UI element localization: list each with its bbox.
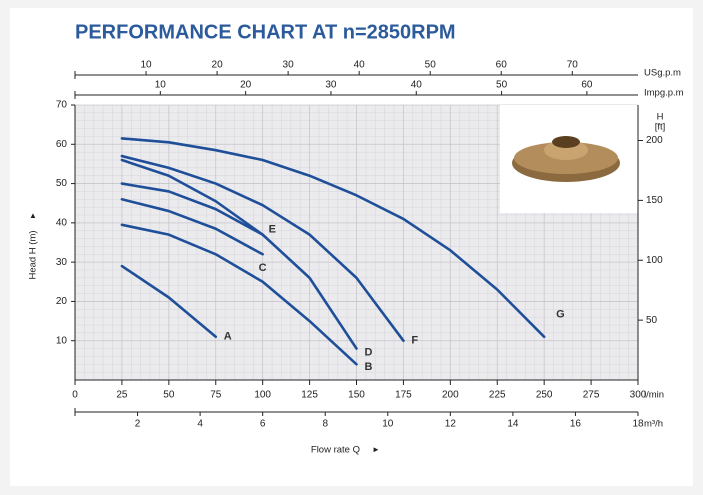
curve xyxy=(120,223,358,366)
extra-axis-tick-label: 40 xyxy=(411,80,423,91)
extra-axis-tick-label: 60 xyxy=(581,80,593,91)
extra-axis-tick-label: 2 xyxy=(135,419,141,430)
x-tick-label: 150 xyxy=(348,390,365,401)
x-tick-label: 225 xyxy=(489,390,506,401)
y-tick-label: 70 xyxy=(56,100,68,111)
extra-axis-unit: Impg.p.m xyxy=(644,88,684,99)
extra-axis-tick-label: 50 xyxy=(425,60,437,71)
extra-axis-tick-label: 20 xyxy=(240,80,252,91)
extra-axis-tick-label: 18 xyxy=(632,419,644,430)
extra-axis-tick-label: 60 xyxy=(496,60,508,71)
extra-axis-tick-label: 4 xyxy=(197,419,203,430)
curve-label: E xyxy=(269,224,276,236)
y2-tick-label: 150 xyxy=(646,195,663,206)
y2-tick-label: 50 xyxy=(646,315,658,326)
curve-label: F xyxy=(411,335,418,347)
x-tick-label: 175 xyxy=(395,390,412,401)
extra-axis-unit: USg.p.m xyxy=(644,68,681,79)
extra-axis-tick-label: 12 xyxy=(445,419,457,430)
y2-unit: [ft] xyxy=(655,122,666,133)
extra-axis-tick-label: 8 xyxy=(322,419,328,430)
y2-label: H xyxy=(657,112,664,123)
extra-axis-tick-label: 16 xyxy=(570,419,582,430)
y-tick-label: 40 xyxy=(56,217,68,228)
curve xyxy=(120,158,264,236)
impeller-photo xyxy=(500,105,638,213)
impeller-eye xyxy=(552,136,580,148)
x-unit: l/min xyxy=(644,390,664,401)
x-tick-label: 25 xyxy=(116,390,128,401)
extra-axis-tick-label: 50 xyxy=(496,80,508,91)
grid xyxy=(74,104,639,381)
chart-title: PERFORMANCE CHART AT n=2850RPM xyxy=(75,21,456,43)
extra-axis-tick-label: 30 xyxy=(283,60,295,71)
extra-axis-tick-label: 70 xyxy=(567,60,579,71)
x-tick-label: 300 xyxy=(630,390,647,401)
extra-axis-tick-label: 10 xyxy=(382,419,394,430)
y-tick-label: 60 xyxy=(56,139,68,150)
extra-axis-unit: m³/h xyxy=(644,419,663,430)
curve xyxy=(120,264,218,339)
extra-axis-tick-label: 40 xyxy=(354,60,366,71)
y-axis-label: Head H (m) xyxy=(28,230,39,279)
x-tick-label: 250 xyxy=(536,390,553,401)
x-tick-label: 75 xyxy=(210,390,222,401)
x-tick-label: 125 xyxy=(301,390,318,401)
extra-axis-tick-label: 10 xyxy=(155,80,167,91)
y-tick-label: 10 xyxy=(56,335,68,346)
curve xyxy=(120,154,405,343)
y-tick-label: 20 xyxy=(56,296,68,307)
y-arrow: ▲ xyxy=(29,211,37,220)
curve-label: A xyxy=(224,331,232,343)
y-tick-label: 50 xyxy=(56,178,68,189)
y2-tick-label: 100 xyxy=(646,255,663,266)
extra-axis-tick-label: 30 xyxy=(325,80,337,91)
curve-label: B xyxy=(365,361,373,373)
extra-axis-tick-label: 6 xyxy=(260,419,266,430)
x-axis-label: Flow rate Q xyxy=(311,445,360,456)
x-tick-label: 0 xyxy=(72,390,78,401)
extra-axis-tick-label: 10 xyxy=(140,60,152,71)
curve-label: D xyxy=(365,346,373,358)
x-arrow: ► xyxy=(372,445,380,454)
curve xyxy=(120,137,546,339)
x-tick-label: 275 xyxy=(583,390,600,401)
extra-axis-tick-label: 14 xyxy=(507,419,519,430)
y-tick-label: 30 xyxy=(56,257,68,268)
x-tick-label: 200 xyxy=(442,390,459,401)
x-tick-label: 50 xyxy=(163,390,175,401)
x-tick-label: 100 xyxy=(254,390,271,401)
curve-label: G xyxy=(556,309,565,321)
curve xyxy=(120,182,358,350)
curve-label: C xyxy=(259,262,267,274)
curve xyxy=(120,197,264,256)
y2-tick-label: 200 xyxy=(646,135,663,146)
extra-axis-tick-label: 20 xyxy=(212,60,224,71)
